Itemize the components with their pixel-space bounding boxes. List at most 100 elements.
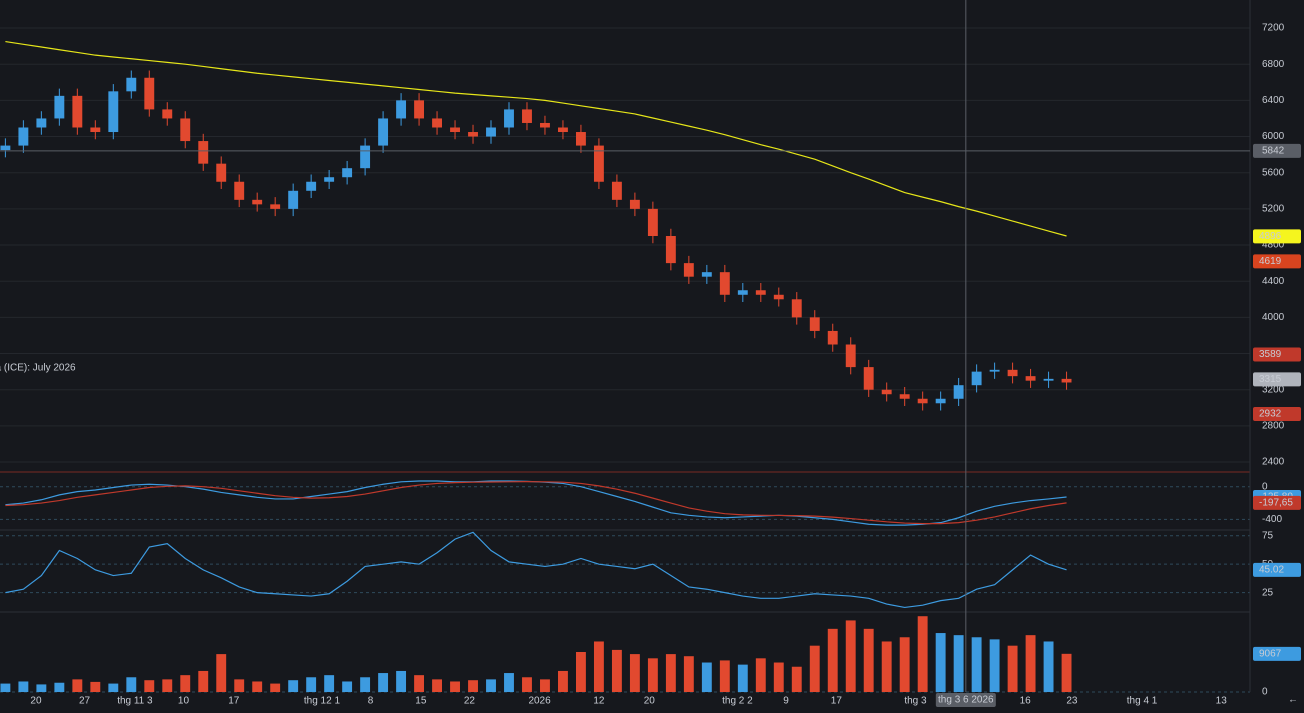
volume-bar	[575, 652, 586, 692]
volume-bar	[737, 664, 748, 692]
volume-bar	[288, 680, 299, 692]
candle-body	[719, 272, 730, 295]
volume-bar	[863, 628, 874, 692]
x-tick-label: 20	[30, 696, 42, 707]
volume-bar	[90, 681, 101, 692]
volume-bar	[378, 673, 389, 692]
candle-body	[108, 91, 119, 133]
candle-body	[1061, 378, 1072, 383]
price-label: 4896	[1259, 231, 1282, 242]
candle-body	[450, 127, 460, 133]
volume-bar	[414, 675, 425, 692]
volume-bar	[450, 681, 460, 692]
y-tick-label: 2400	[1262, 457, 1285, 468]
candle-body	[737, 290, 748, 295]
y-tick-label: 3200	[1262, 384, 1285, 395]
candle-body	[647, 208, 658, 236]
candle-body	[989, 369, 1000, 372]
volume-bar	[899, 637, 910, 692]
y-tick-label: 25	[1262, 587, 1274, 598]
volume-bar	[126, 677, 137, 692]
y-tick-label: 4400	[1262, 276, 1285, 287]
crosshair-date: thg 3 6 2026	[938, 695, 994, 706]
volume-bar	[522, 677, 532, 692]
volume-bar	[0, 683, 11, 692]
candle-body	[791, 299, 802, 318]
candle-body	[90, 127, 101, 133]
x-tick-label: 20	[644, 696, 656, 707]
candle-body	[665, 236, 676, 264]
x-tick-label: thg 4 1	[1127, 696, 1158, 707]
price-label-box	[1253, 229, 1301, 244]
candle-body	[360, 145, 371, 169]
y-tick-label: 6800	[1262, 59, 1285, 70]
volume-bar	[468, 680, 478, 692]
candle-body	[935, 398, 946, 404]
crosshair-label-box	[1253, 143, 1301, 158]
volume-bar	[540, 679, 550, 692]
scroll-arrow[interactable]: ←	[1288, 695, 1298, 706]
candle-body	[342, 168, 353, 178]
candle-body	[540, 122, 550, 128]
volume-bar	[665, 654, 676, 692]
y-tick-label: 0	[1262, 481, 1268, 492]
x-tick-label: 22	[464, 696, 476, 707]
volume-bar	[558, 670, 568, 692]
price-label: 9067	[1259, 648, 1282, 659]
volume-bar	[252, 681, 263, 692]
y-tick-label: 2800	[1262, 421, 1285, 432]
volume-bar	[755, 658, 766, 692]
volume-bar	[791, 666, 802, 692]
candle-body	[288, 190, 299, 209]
candle-body	[1043, 378, 1054, 381]
volume-bar	[216, 654, 227, 692]
candle-body	[629, 199, 640, 209]
price-label-box	[1253, 254, 1301, 269]
x-tick-label: 8	[368, 696, 374, 707]
x-tick-label: thg 12 1	[304, 696, 341, 707]
volume-bar	[180, 675, 191, 692]
candle-body	[593, 145, 604, 182]
volume-bar	[629, 654, 640, 692]
candle-body	[522, 109, 532, 123]
candle-body	[701, 272, 712, 277]
volume-bar	[989, 639, 1000, 692]
volume-bar	[162, 679, 173, 692]
y-tick-label: 7200	[1262, 23, 1285, 34]
indicator-line	[5, 481, 1067, 525]
price-label-box	[1253, 646, 1301, 661]
volume-bar	[54, 682, 65, 692]
watermark-layer: CEN26oa (ICE): July 2026	[0, 27, 1250, 693]
candle-body	[432, 118, 442, 128]
candle-body	[252, 199, 263, 205]
volume-bar	[108, 683, 119, 692]
price-label-box	[1253, 495, 1301, 510]
volume-bar	[306, 677, 317, 692]
candle-body	[558, 127, 568, 133]
candle-body	[917, 398, 928, 404]
price-label: 3315	[1259, 374, 1282, 385]
candle-body	[270, 204, 281, 209]
plot-layer	[0, 41, 1072, 692]
volume-bar	[809, 645, 820, 692]
price-label: 3589	[1259, 349, 1282, 360]
volume-bar	[701, 662, 712, 692]
volume-bar	[917, 616, 928, 692]
volume-bar	[1061, 653, 1072, 692]
price-label: 2932	[1259, 409, 1282, 420]
volume-bar	[773, 662, 784, 692]
candle-body	[216, 163, 227, 182]
candle-body	[809, 317, 820, 331]
volume-bar	[935, 633, 946, 692]
y-tick-label: 4800	[1262, 240, 1285, 251]
y-tick-label: -400	[1262, 514, 1282, 525]
x-tick-label: 27	[79, 696, 91, 707]
volume-bar	[342, 681, 353, 692]
volume-bar	[1043, 641, 1054, 692]
candle-body	[845, 344, 856, 368]
price-label: 45.02	[1259, 564, 1284, 575]
price-label: 4619	[1259, 256, 1282, 267]
volume-bar	[198, 670, 209, 692]
candle-body	[773, 294, 784, 300]
indicator-line	[5, 531, 1067, 609]
